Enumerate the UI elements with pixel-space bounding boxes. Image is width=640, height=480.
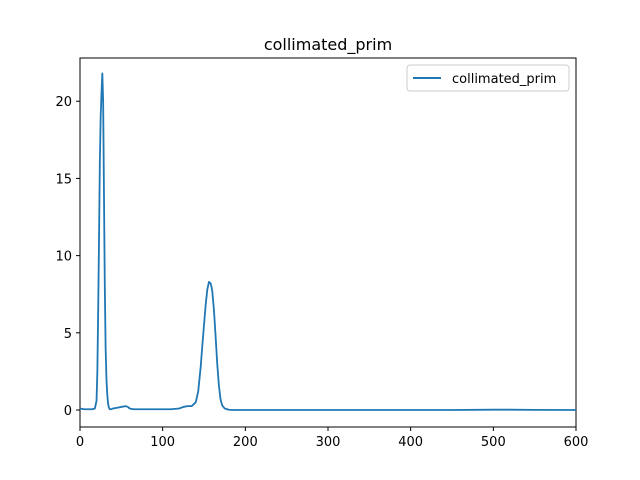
series-line-collimated_prim	[79, 72, 577, 411]
y-tick-label: 10	[55, 250, 72, 265]
series-layer	[79, 72, 577, 411]
plot-area-frame	[79, 57, 577, 428]
legend: collimated_prim	[406, 64, 570, 92]
legend-box	[406, 64, 570, 92]
y-tick-label: 0	[64, 404, 72, 419]
x-axis: 0 100 200 300 400 500 600	[76, 427, 589, 450]
legend-label: collimated_prim	[452, 72, 556, 87]
y-tick-label: 5	[64, 327, 72, 342]
x-tick-label: 500	[481, 435, 506, 450]
x-tick-label: 100	[150, 435, 175, 450]
x-tick-label: 600	[564, 435, 589, 450]
x-tick-label: 0	[76, 435, 84, 450]
x-tick-label: 400	[398, 435, 423, 450]
x-tick-label: 200	[233, 435, 258, 450]
y-axis: 0 5 10 15 20	[55, 95, 80, 419]
x-tick-label: 300	[316, 435, 341, 450]
y-tick-label: 15	[55, 172, 72, 187]
chart-title: collimated_prim	[264, 35, 392, 55]
y-tick-label: 20	[55, 95, 72, 110]
